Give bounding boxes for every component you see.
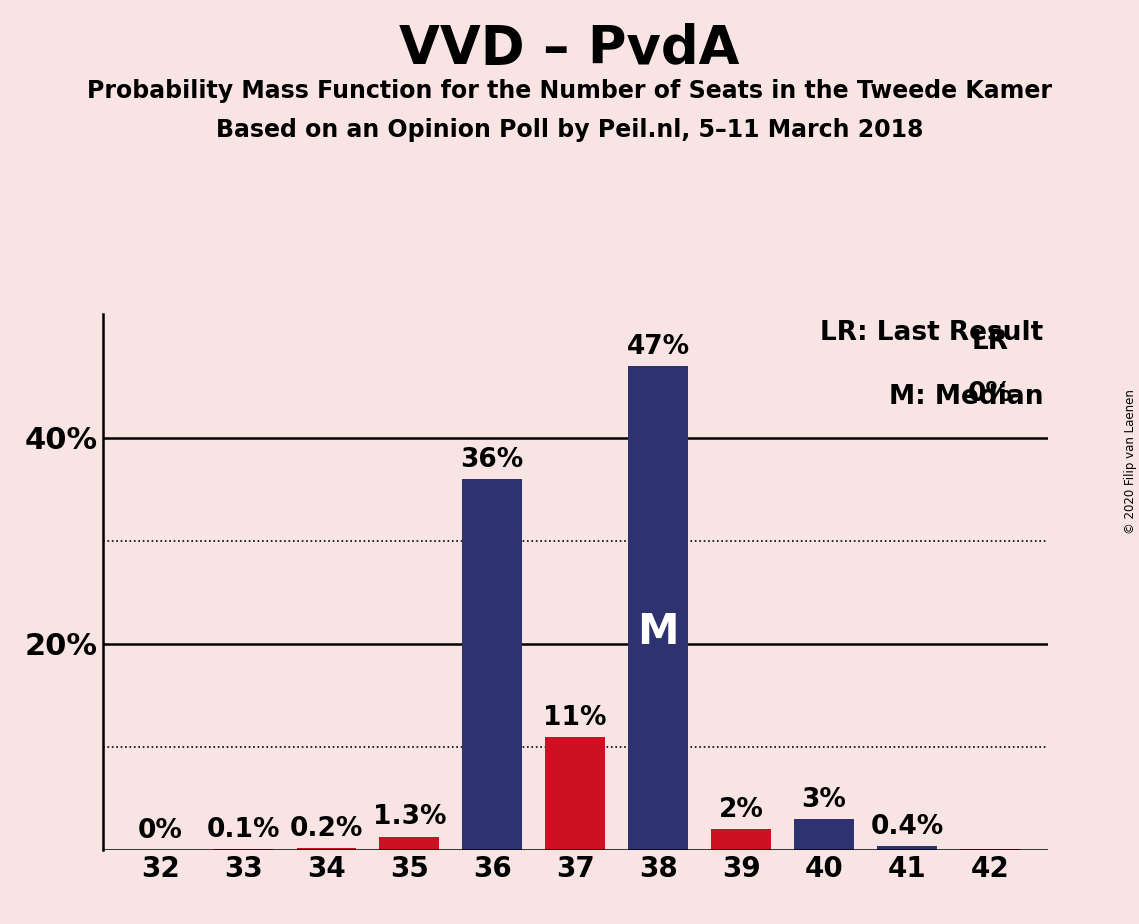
Bar — [296, 848, 357, 850]
Text: 0.2%: 0.2% — [289, 816, 363, 842]
Bar — [629, 366, 688, 850]
Text: M: M — [638, 611, 679, 653]
Text: 2%: 2% — [719, 797, 763, 823]
Bar — [379, 837, 440, 850]
Bar — [794, 820, 854, 850]
Text: 47%: 47% — [626, 334, 690, 359]
Bar — [462, 479, 522, 850]
Text: Probability Mass Function for the Number of Seats in the Tweede Kamer: Probability Mass Function for the Number… — [87, 79, 1052, 103]
Text: Based on an Opinion Poll by Peil.nl, 5–11 March 2018: Based on an Opinion Poll by Peil.nl, 5–1… — [215, 118, 924, 142]
Text: 0.4%: 0.4% — [870, 814, 943, 840]
Text: LR: Last Result: LR: Last Result — [820, 320, 1043, 346]
Text: 3%: 3% — [802, 787, 846, 813]
Text: VVD – PvdA: VVD – PvdA — [400, 23, 739, 75]
Text: 11%: 11% — [543, 704, 607, 731]
Bar — [711, 830, 771, 850]
Text: 0%: 0% — [967, 381, 1013, 407]
Text: 0%: 0% — [138, 818, 183, 844]
Text: M: Median: M: Median — [888, 383, 1043, 410]
Text: 0.1%: 0.1% — [207, 817, 280, 843]
Text: 1.3%: 1.3% — [372, 805, 446, 831]
Text: 36%: 36% — [460, 447, 524, 473]
Text: © 2020 Filip van Laenen: © 2020 Filip van Laenen — [1124, 390, 1137, 534]
Bar — [960, 849, 1019, 850]
Text: LR: LR — [972, 329, 1008, 356]
Bar — [877, 846, 936, 850]
Bar — [546, 736, 605, 850]
Bar — [214, 849, 273, 850]
